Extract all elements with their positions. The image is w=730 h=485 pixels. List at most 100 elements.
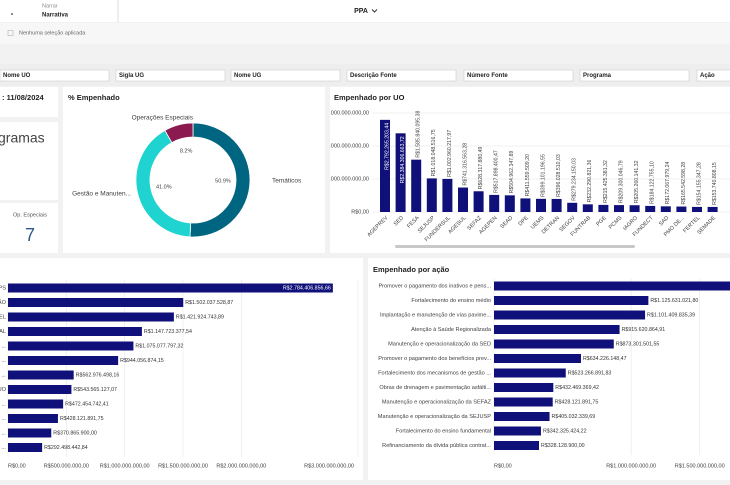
bar[interactable] [8,443,43,452]
bar[interactable] [494,296,649,305]
kpi-programs: gramas [0,130,45,146]
value-label: R$428.121.891,75 [60,416,104,422]
bar[interactable] [598,204,609,212]
bar[interactable] [567,202,578,212]
selection-bar [0,23,730,44]
value-label: R$328.128.900,00 [541,443,585,449]
bar[interactable] [8,385,72,394]
filter-label[interactable]: Sigla UG [119,73,144,79]
bar[interactable] [520,198,531,212]
bar[interactable] [489,194,500,212]
y-tick-label: Fortalecimento do ensino médio [411,298,491,304]
bar[interactable] [442,178,453,212]
bar[interactable] [395,133,406,212]
x-tick-label: R$1.500.000.000,00 [675,463,725,469]
bar[interactable] [692,206,702,212]
value-label: R$873.301.501,55 [616,341,660,347]
value-label: R$1.075.077.797,32 [135,343,183,349]
narrative[interactable]: Narrativa [42,13,69,19]
y-tick-label: Manutenção e operacionalização da SEJUSP [378,414,491,420]
bar[interactable] [676,206,687,212]
filter-box[interactable] [115,69,226,82]
filter-box[interactable] [463,69,574,82]
bar[interactable] [494,354,581,363]
bar[interactable] [504,195,515,212]
filter-box[interactable] [696,69,730,82]
bar[interactable] [494,368,566,378]
bar[interactable] [494,310,646,320]
bar[interactable] [8,283,333,293]
filter-label[interactable]: Número Fonte [467,73,508,79]
top-bar [0,0,730,22]
y-tick-label: Refinanciamento da dívida pública contra… [382,443,491,449]
value-label: R$205.260.141,32 [634,160,640,203]
x-tick-label: R$0,00 [8,463,26,469]
filter-label[interactable]: Descrição Fonte [350,73,397,79]
filter-box[interactable] [0,69,110,82]
scrollbar[interactable] [395,245,635,248]
y-tick-label: R$1.000.000.000,00 [319,176,369,182]
app-title[interactable]: PPA [354,8,368,15]
chevron[interactable] [371,9,378,13]
value-label: R$184.122.755,10 [650,161,656,204]
bar[interactable] [8,370,74,380]
menu-dot [11,13,13,15]
bar[interactable] [8,327,142,336]
value-label: R$2.784.406.856,66 [283,285,331,291]
y-tick-label: Promover o pagamento dos benefícios prev… [378,356,491,362]
y-tick-label: Promover o pagamento dos inativos e pens… [378,283,491,289]
donut-slice[interactable] [164,122,194,144]
value-label: R$399.101.196,55 [540,154,546,197]
value-label: R$562.976.498,16 [76,372,120,378]
selection-text: Nenhuma seleção aplicada [19,30,86,36]
filter-box[interactable] [346,69,457,82]
value-label: R$1.502.037.528,87 [185,300,233,306]
bar[interactable] [8,341,134,351]
bar[interactable] [494,412,550,421]
bar[interactable] [8,312,174,322]
filter-label[interactable]: Ação [700,73,715,79]
value-label: R$411.559.509,20 [525,154,531,196]
filter-label[interactable]: Programa [583,73,612,79]
bar[interactable] [8,414,58,423]
bar[interactable] [426,178,437,212]
filter-box[interactable] [579,69,690,82]
bar[interactable] [494,339,614,349]
bar[interactable] [380,119,390,212]
value-label: R$517.898.400,47 [494,150,500,193]
slice-category: Gestão e Manuten... [72,191,131,198]
filter-box[interactable] [230,69,341,82]
bar[interactable] [707,206,718,212]
bar[interactable] [494,441,540,450]
value-label: R$915.620.864,91 [622,327,666,333]
bar[interactable] [536,198,546,212]
bar[interactable] [473,191,484,212]
value-label: R$154.155.347,28 [696,162,702,205]
filter-label[interactable]: Nome UG [234,73,262,79]
bar[interactable] [494,325,620,334]
y-tick-label: Manutenção e operacionalização da SED [388,341,491,347]
bar[interactable] [458,187,468,212]
chart-title: Empenhado por ação [373,265,450,274]
bar[interactable] [494,397,553,407]
value-label: R$292.498.442,84 [44,445,88,451]
bar[interactable] [660,206,671,212]
y-tick-label: ... [1,358,6,364]
bar[interactable] [494,281,730,291]
bar[interactable] [8,298,184,307]
bar[interactable] [614,205,624,212]
bar[interactable] [8,428,52,438]
slice-category: Temáticos [272,178,302,185]
bar[interactable] [551,198,562,212]
bar[interactable] [8,399,64,409]
filter-label[interactable]: Nome UO [3,73,31,79]
bar[interactable] [582,204,593,212]
bar[interactable] [8,356,119,365]
slice-category: Operações Especiais [132,115,194,122]
bar[interactable] [629,205,640,212]
x-tick-label: R$3.000.000.000,00 [304,463,354,469]
bar[interactable] [494,426,541,436]
bar[interactable] [494,383,554,392]
bar[interactable] [411,159,422,212]
bar[interactable] [645,205,656,212]
